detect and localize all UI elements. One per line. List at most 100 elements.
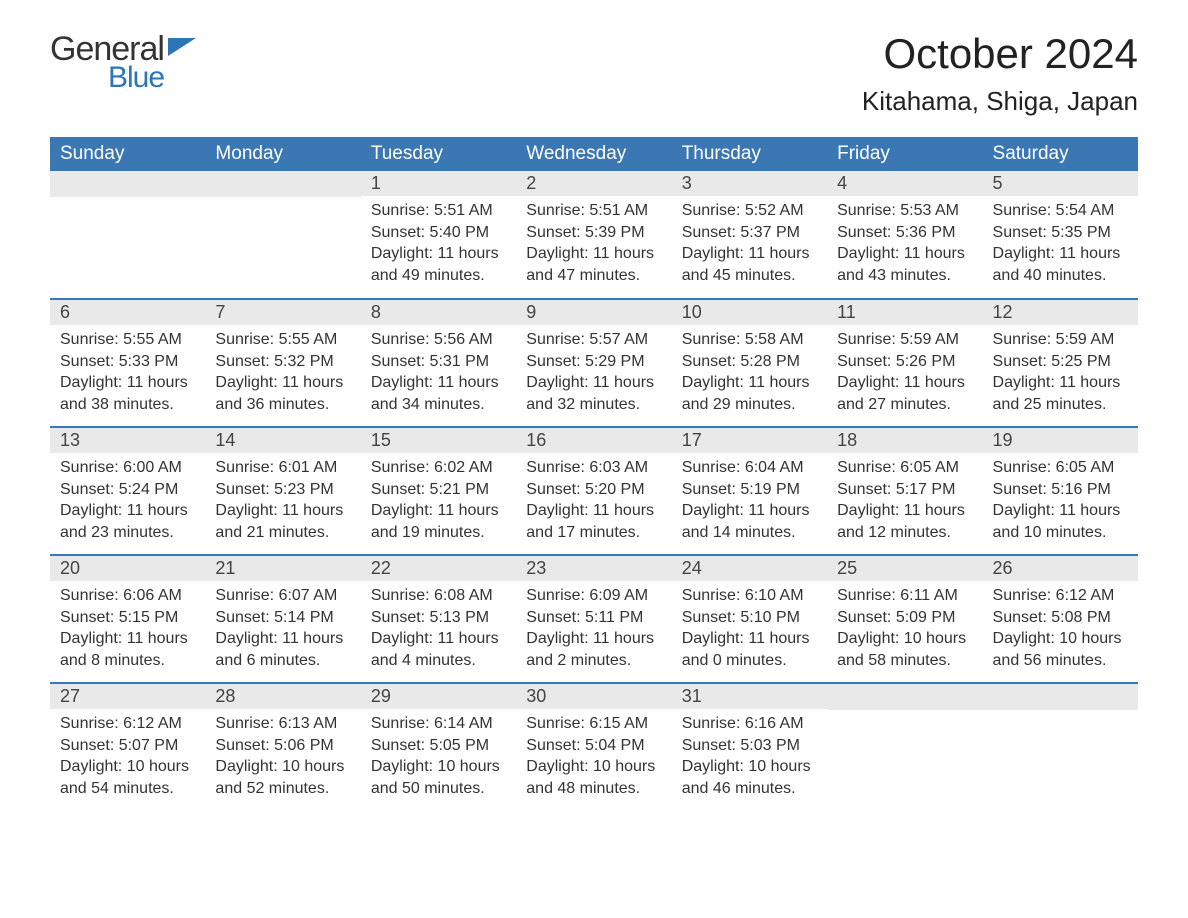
day-content: Sunrise: 6:12 AMSunset: 5:08 PMDaylight:… <box>983 581 1138 677</box>
day-number: 18 <box>827 428 982 453</box>
day-number-empty <box>205 171 360 197</box>
col-header-tuesday: Tuesday <box>361 137 516 171</box>
day-content: Sunrise: 6:00 AMSunset: 5:24 PMDaylight:… <box>50 453 205 549</box>
calendar-cell: 24Sunrise: 6:10 AMSunset: 5:10 PMDayligh… <box>672 555 827 683</box>
calendar-cell: 19Sunrise: 6:05 AMSunset: 5:16 PMDayligh… <box>983 427 1138 555</box>
daylight-line: Daylight: 11 hours and 47 minutes. <box>526 243 661 286</box>
daylight-line: Daylight: 11 hours and 19 minutes. <box>371 500 506 543</box>
sunrise-line: Sunrise: 6:04 AM <box>682 457 817 479</box>
calendar-header-row: Sunday Monday Tuesday Wednesday Thursday… <box>50 137 1138 171</box>
sunset-line: Sunset: 5:40 PM <box>371 222 506 244</box>
daylight-line: Daylight: 11 hours and 12 minutes. <box>837 500 972 543</box>
sunset-line: Sunset: 5:08 PM <box>993 607 1128 629</box>
calendar-cell: 18 Sunrise: 6:05 AMSunset: 5:17 PMDayligh… <box>827 427 982 555</box>
day-content: Sunrise: 6:14 AMSunset: 5:05 PMDaylight:… <box>361 709 516 805</box>
calendar-cell: 9Sunrise: 5:57 AMSunset: 5:29 PMDaylight… <box>516 299 671 427</box>
calendar-cell: 6Sunrise: 5:55 AMSunset: 5:33 PMDaylight… <box>50 299 205 427</box>
day-number: 4 <box>827 171 982 196</box>
calendar-cell: 16Sunrise: 6:03 AMSunset: 5:20 PMDayligh… <box>516 427 671 555</box>
daylight-line: Daylight: 11 hours and 2 minutes. <box>526 628 661 671</box>
sunset-line: Sunset: 5:23 PM <box>215 479 350 501</box>
sunset-line: Sunset: 5:17 PM <box>837 479 972 501</box>
sunset-line: Sunset: 5:36 PM <box>837 222 972 244</box>
calendar-cell: 14Sunrise: 6:01 AMSunset: 5:23 PMDayligh… <box>205 427 360 555</box>
day-number: 20 <box>50 556 205 581</box>
day-number: 16 <box>516 428 671 453</box>
day-content: Sunrise: 5:51 AMSunset: 5:39 PMDaylight:… <box>516 196 671 292</box>
daylight-line: Daylight: 11 hours and 21 minutes. <box>215 500 350 543</box>
day-number: 13 <box>50 428 205 453</box>
calendar-cell: 5Sunrise: 5:54 AMSunset: 5:35 PMDaylight… <box>983 171 1138 299</box>
day-number: 29 <box>361 684 516 709</box>
brand-logo: General Blue <box>50 30 196 95</box>
daylight-line: Daylight: 11 hours and 32 minutes. <box>526 372 661 415</box>
day-number: 24 <box>672 556 827 581</box>
calendar-cell: 4Sunrise: 5:53 AMSunset: 5:36 PMDaylight… <box>827 171 982 299</box>
sunrise-line: Sunrise: 6:15 AM <box>526 713 661 735</box>
day-content: Sunrise: 6:05 AMSunset: 5:16 PMDaylight:… <box>983 453 1138 549</box>
calendar-cell: 25Sunrise: 6:11 AMSunset: 5:09 PMDayligh… <box>827 555 982 683</box>
sunrise-line: Sunrise: 6:07 AM <box>215 585 350 607</box>
daylight-line: Daylight: 10 hours and 52 minutes. <box>215 756 350 799</box>
calendar-cell: 3Sunrise: 5:52 AMSunset: 5:37 PMDaylight… <box>672 171 827 299</box>
sunrise-line: Sunrise: 6:03 AM <box>526 457 661 479</box>
daylight-line: Daylight: 11 hours and 14 minutes. <box>682 500 817 543</box>
sunrise-line: Sunrise: 5:55 AM <box>215 329 350 351</box>
day-content: Sunrise: 5:55 AMSunset: 5:32 PMDaylight:… <box>205 325 360 421</box>
daylight-line: Daylight: 11 hours and 27 minutes. <box>837 372 972 415</box>
sunrise-line: Sunrise: 5:59 AM <box>993 329 1128 351</box>
sunset-line: Sunset: 5:03 PM <box>682 735 817 757</box>
day-number: 9 <box>516 300 671 325</box>
day-content: Sunrise: 6:07 AMSunset: 5:14 PMDaylight:… <box>205 581 360 677</box>
day-content: Sunrise: 5:57 AMSunset: 5:29 PMDaylight:… <box>516 325 671 421</box>
calendar-cell <box>983 683 1138 811</box>
day-content: Sunrise: 5:51 AMSunset: 5:40 PMDaylight:… <box>361 196 516 292</box>
day-number: 14 <box>205 428 360 453</box>
sunset-line: Sunset: 5:09 PM <box>837 607 972 629</box>
sunrise-line: Sunrise: 6:14 AM <box>371 713 506 735</box>
calendar-cell: 26Sunrise: 6:12 AMSunset: 5:08 PMDayligh… <box>983 555 1138 683</box>
calendar-cell: 20Sunrise: 6:06 AMSunset: 5:15 PMDayligh… <box>50 555 205 683</box>
day-number: 21 <box>205 556 360 581</box>
calendar-cell: 28Sunrise: 6:13 AMSunset: 5:06 PMDayligh… <box>205 683 360 811</box>
sunset-line: Sunset: 5:25 PM <box>993 351 1128 373</box>
sunset-line: Sunset: 5:13 PM <box>371 607 506 629</box>
daylight-line: Daylight: 11 hours and 10 minutes. <box>993 500 1128 543</box>
title-block: October 2024 Kitahama, Shiga, Japan <box>862 30 1138 117</box>
sunset-line: Sunset: 5:16 PM <box>993 479 1128 501</box>
sunrise-line: Sunrise: 6:11 AM <box>837 585 972 607</box>
sunrise-line: Sunrise: 6:12 AM <box>993 585 1128 607</box>
daylight-line: Daylight: 11 hours and 8 minutes. <box>60 628 195 671</box>
day-number: 23 <box>516 556 671 581</box>
day-number: 8 <box>361 300 516 325</box>
day-number: 22 <box>361 556 516 581</box>
sunset-line: Sunset: 5:15 PM <box>60 607 195 629</box>
sunset-line: Sunset: 5:31 PM <box>371 351 506 373</box>
sunset-line: Sunset: 5:06 PM <box>215 735 350 757</box>
calendar-cell: 1Sunrise: 5:51 AMSunset: 5:40 PMDaylight… <box>361 171 516 299</box>
day-number: 19 <box>983 428 1138 453</box>
sunrise-line: Sunrise: 6:05 AM <box>837 457 972 479</box>
day-number: 5 <box>983 171 1138 196</box>
daylight-line: Daylight: 11 hours and 40 minutes. <box>993 243 1128 286</box>
day-content: Sunrise: 6:16 AMSunset: 5:03 PMDaylight:… <box>672 709 827 805</box>
col-header-saturday: Saturday <box>983 137 1138 171</box>
calendar-row: 1Sunrise: 5:51 AMSunset: 5:40 PMDaylight… <box>50 171 1138 299</box>
day-content: Sunrise: 5:58 AMSunset: 5:28 PMDaylight:… <box>672 325 827 421</box>
day-number-empty <box>827 684 982 710</box>
day-number: 26 <box>983 556 1138 581</box>
sunrise-line: Sunrise: 6:10 AM <box>682 585 817 607</box>
sunset-line: Sunset: 5:39 PM <box>526 222 661 244</box>
calendar-cell: 31Sunrise: 6:16 AMSunset: 5:03 PMDayligh… <box>672 683 827 811</box>
day-number: 17 <box>672 428 827 453</box>
daylight-line: Daylight: 11 hours and 0 minutes. <box>682 628 817 671</box>
day-content: Sunrise: 6:13 AMSunset: 5:06 PMDaylight:… <box>205 709 360 805</box>
daylight-line: Daylight: 11 hours and 29 minutes. <box>682 372 817 415</box>
day-number: 7 <box>205 300 360 325</box>
sunrise-line: Sunrise: 6:02 AM <box>371 457 506 479</box>
day-content: Sunrise: 6:11 AMSunset: 5:09 PMDaylight:… <box>827 581 982 677</box>
sunset-line: Sunset: 5:07 PM <box>60 735 195 757</box>
calendar-cell: 11Sunrise: 5:59 AMSunset: 5:26 PMDayligh… <box>827 299 982 427</box>
location-label: Kitahama, Shiga, Japan <box>862 86 1138 117</box>
daylight-line: Daylight: 11 hours and 38 minutes. <box>60 372 195 415</box>
